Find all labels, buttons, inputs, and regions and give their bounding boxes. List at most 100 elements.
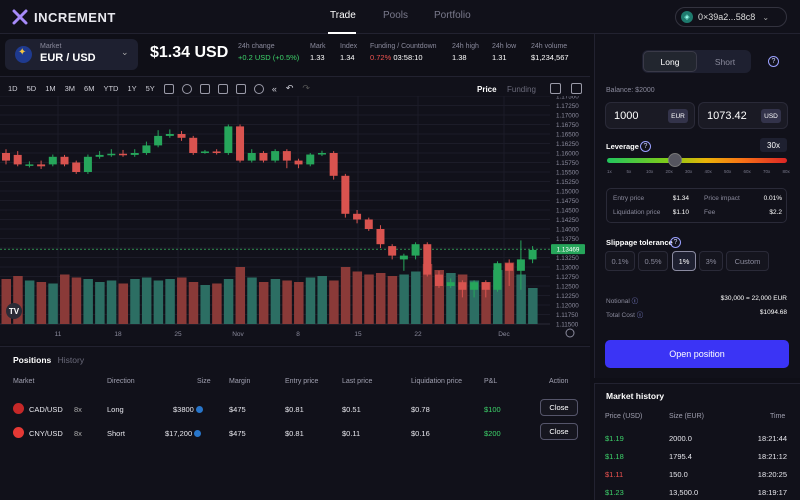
candle-body — [388, 246, 397, 256]
candles-icon[interactable] — [163, 83, 174, 94]
market-selector[interactable]: Market EUR / USD ⌄ — [5, 39, 138, 70]
timeframe-5y[interactable]: 5Y — [145, 84, 155, 93]
col-direction: Direction — [107, 378, 135, 385]
timeframe-1d[interactable]: 1D — [8, 84, 18, 93]
market-history-panel: Market history Price (USD) Size (EUR) Ti… — [594, 383, 800, 500]
undo-icon[interactable]: ↶ — [285, 83, 294, 93]
tab-portfolio[interactable]: Portfolio — [434, 10, 471, 21]
timeframe-1y[interactable]: 1Y — [127, 84, 137, 93]
stat-value: $1,234,567 — [531, 53, 569, 62]
wallet-button[interactable]: ◈ 0×39a2...58c8 ⌄ — [675, 7, 787, 27]
row-last: $0.11 — [342, 429, 361, 438]
candle-body — [165, 134, 174, 136]
help-icon[interactable]: ? — [670, 237, 681, 248]
view-price-tab[interactable]: Price — [477, 85, 497, 94]
volume-bar — [36, 282, 47, 324]
candle-body — [37, 164, 46, 167]
redo-icon[interactable]: ↷ — [302, 83, 310, 93]
leverage-tick: 40x — [704, 169, 712, 174]
stat-value: +0.2 USD (+0.5%) — [238, 53, 300, 62]
tab-pools[interactable]: Pools — [383, 10, 409, 21]
timeframe-3m[interactable]: 3M — [64, 84, 76, 93]
close-position-button[interactable]: Close — [540, 399, 578, 416]
candle-body — [95, 154, 104, 157]
y-tick-label: 1.15250 — [556, 179, 579, 186]
fullscreen-icon[interactable] — [550, 83, 561, 94]
slippage-option-1[interactable]: 1% — [672, 251, 696, 271]
long-button[interactable]: Long — [643, 51, 697, 72]
close-position-button[interactable]: Close — [540, 423, 578, 440]
history-time: 18:20:25 — [757, 470, 787, 479]
x-tick-label: Dec — [498, 331, 510, 338]
y-tick-label: 1.17250 — [556, 103, 579, 110]
volume-bar — [24, 280, 35, 324]
gear-icon[interactable] — [565, 328, 575, 338]
y-tick-label: 1.14750 — [556, 198, 579, 205]
short-button[interactable]: Short — [714, 56, 736, 67]
timeframe-1m[interactable]: 1M — [45, 84, 56, 93]
notional-text: Notional — [606, 298, 630, 305]
volume-bar — [106, 280, 117, 324]
volume-bar — [411, 271, 421, 324]
y-tick-label: 1.11750 — [556, 312, 579, 319]
usd-amount-value: 1073.42 — [707, 110, 747, 122]
leverage-label: Leverage — [606, 142, 639, 151]
plus-circle-icon[interactable] — [181, 83, 192, 94]
timeframe-ytd[interactable]: YTD — [103, 84, 119, 93]
slider-thumb[interactable] — [668, 153, 683, 167]
usdc-icon — [195, 406, 203, 413]
leverage-slider[interactable] — [607, 153, 787, 167]
history-price: $1.19 — [605, 434, 624, 443]
tab-positions[interactable]: Positions — [13, 355, 52, 365]
open-position-button[interactable]: Open position — [605, 340, 789, 368]
help-icon[interactable]: ⓘ — [631, 298, 639, 305]
candle-body — [200, 151, 209, 153]
app-name: INCREMENT — [34, 9, 116, 25]
candle-body — [259, 153, 268, 161]
info-label: Entry price — [613, 195, 645, 202]
stat-24h-low: 24h low 1.31 — [492, 43, 516, 62]
tab-trade[interactable]: Trade — [330, 10, 356, 21]
alarm-icon[interactable] — [253, 83, 264, 94]
y-tick-label: 1.14250 — [556, 217, 579, 224]
timeframe-5d[interactable]: 5D — [26, 84, 37, 93]
usd-amount-input[interactable]: 1073.42 USD — [698, 102, 788, 129]
row-pnl: $100 — [484, 405, 501, 414]
volume-bar — [457, 274, 468, 324]
slippage-option-0.1[interactable]: 0.1% — [605, 251, 635, 271]
y-tick-label: 1.15000 — [556, 189, 579, 196]
slippage-option-0.5[interactable]: 0.5% — [638, 251, 668, 271]
leverage-tick: 50x — [724, 169, 732, 174]
candle-body — [177, 134, 186, 138]
x-tick-label: 22 — [414, 331, 422, 338]
volume-bar — [13, 276, 23, 324]
candle-body — [13, 154, 22, 165]
slippage-option-3[interactable]: 3% — [699, 251, 723, 271]
camera-icon[interactable] — [571, 83, 582, 94]
leverage-value[interactable]: 30x — [760, 138, 787, 152]
col-market: Market — [13, 378, 35, 385]
candle-body — [282, 151, 291, 161]
indicator-icon[interactable] — [199, 83, 210, 94]
help-icon[interactable]: ? — [768, 56, 779, 67]
eur-amount-input[interactable]: 1000 EUR — [605, 102, 695, 129]
compare-icon[interactable] — [235, 83, 246, 94]
help-icon[interactable]: ⓘ — [636, 312, 644, 319]
slippage-option-custom[interactable]: Custom — [726, 251, 769, 271]
volume-bar — [60, 274, 70, 324]
view-funding-tab[interactable]: Funding — [507, 85, 536, 94]
price-chart[interactable]: 1.11500 1.11750 1.12000 1.12250 1.12500 1.127… — [0, 96, 590, 342]
candle-body — [72, 162, 81, 172]
app-logo[interactable]: INCREMENT — [12, 9, 116, 25]
rewind-icon[interactable]: « — [271, 83, 277, 94]
volume-bar — [95, 282, 105, 324]
bar-chart-icon[interactable] — [217, 83, 228, 94]
funding-countdown: 03:58:10 — [393, 53, 423, 62]
help-icon[interactable]: ? — [640, 141, 651, 152]
volume-bar — [469, 280, 480, 324]
leverage-tick: 5x — [626, 169, 632, 174]
volume-bar — [446, 273, 456, 324]
history-price: $1.18 — [605, 452, 624, 461]
tab-history[interactable]: History — [57, 355, 85, 365]
timeframe-6m[interactable]: 6M — [84, 84, 95, 93]
